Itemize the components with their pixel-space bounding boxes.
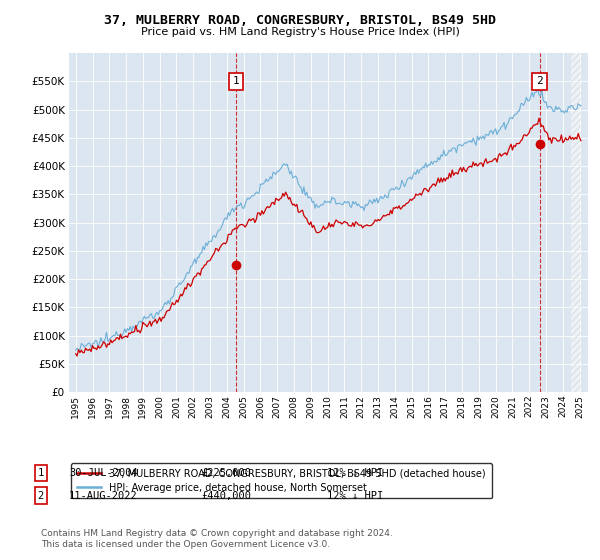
Polygon shape [571,53,581,392]
Legend: 37, MULBERRY ROAD, CONGRESBURY, BRISTOL, BS49 5HD (detached house), HPI: Average: 37, MULBERRY ROAD, CONGRESBURY, BRISTOL,… [71,463,491,498]
Text: £440,000: £440,000 [201,491,251,501]
Text: 30-JUL-2004: 30-JUL-2004 [69,468,138,478]
Text: 11-AUG-2022: 11-AUG-2022 [69,491,138,501]
Text: Price paid vs. HM Land Registry's House Price Index (HPI): Price paid vs. HM Land Registry's House … [140,27,460,37]
Text: 1: 1 [38,468,44,478]
Text: 1: 1 [233,76,239,86]
Text: 37, MULBERRY ROAD, CONGRESBURY, BRISTOL, BS49 5HD: 37, MULBERRY ROAD, CONGRESBURY, BRISTOL,… [104,14,496,27]
Text: £225,000: £225,000 [201,468,251,478]
Text: 2: 2 [38,491,44,501]
Text: Contains HM Land Registry data © Crown copyright and database right 2024.
This d: Contains HM Land Registry data © Crown c… [41,529,392,549]
Text: 2: 2 [536,76,543,86]
Text: 12% ↓ HPI: 12% ↓ HPI [327,468,383,478]
Text: 12% ↓ HPI: 12% ↓ HPI [327,491,383,501]
